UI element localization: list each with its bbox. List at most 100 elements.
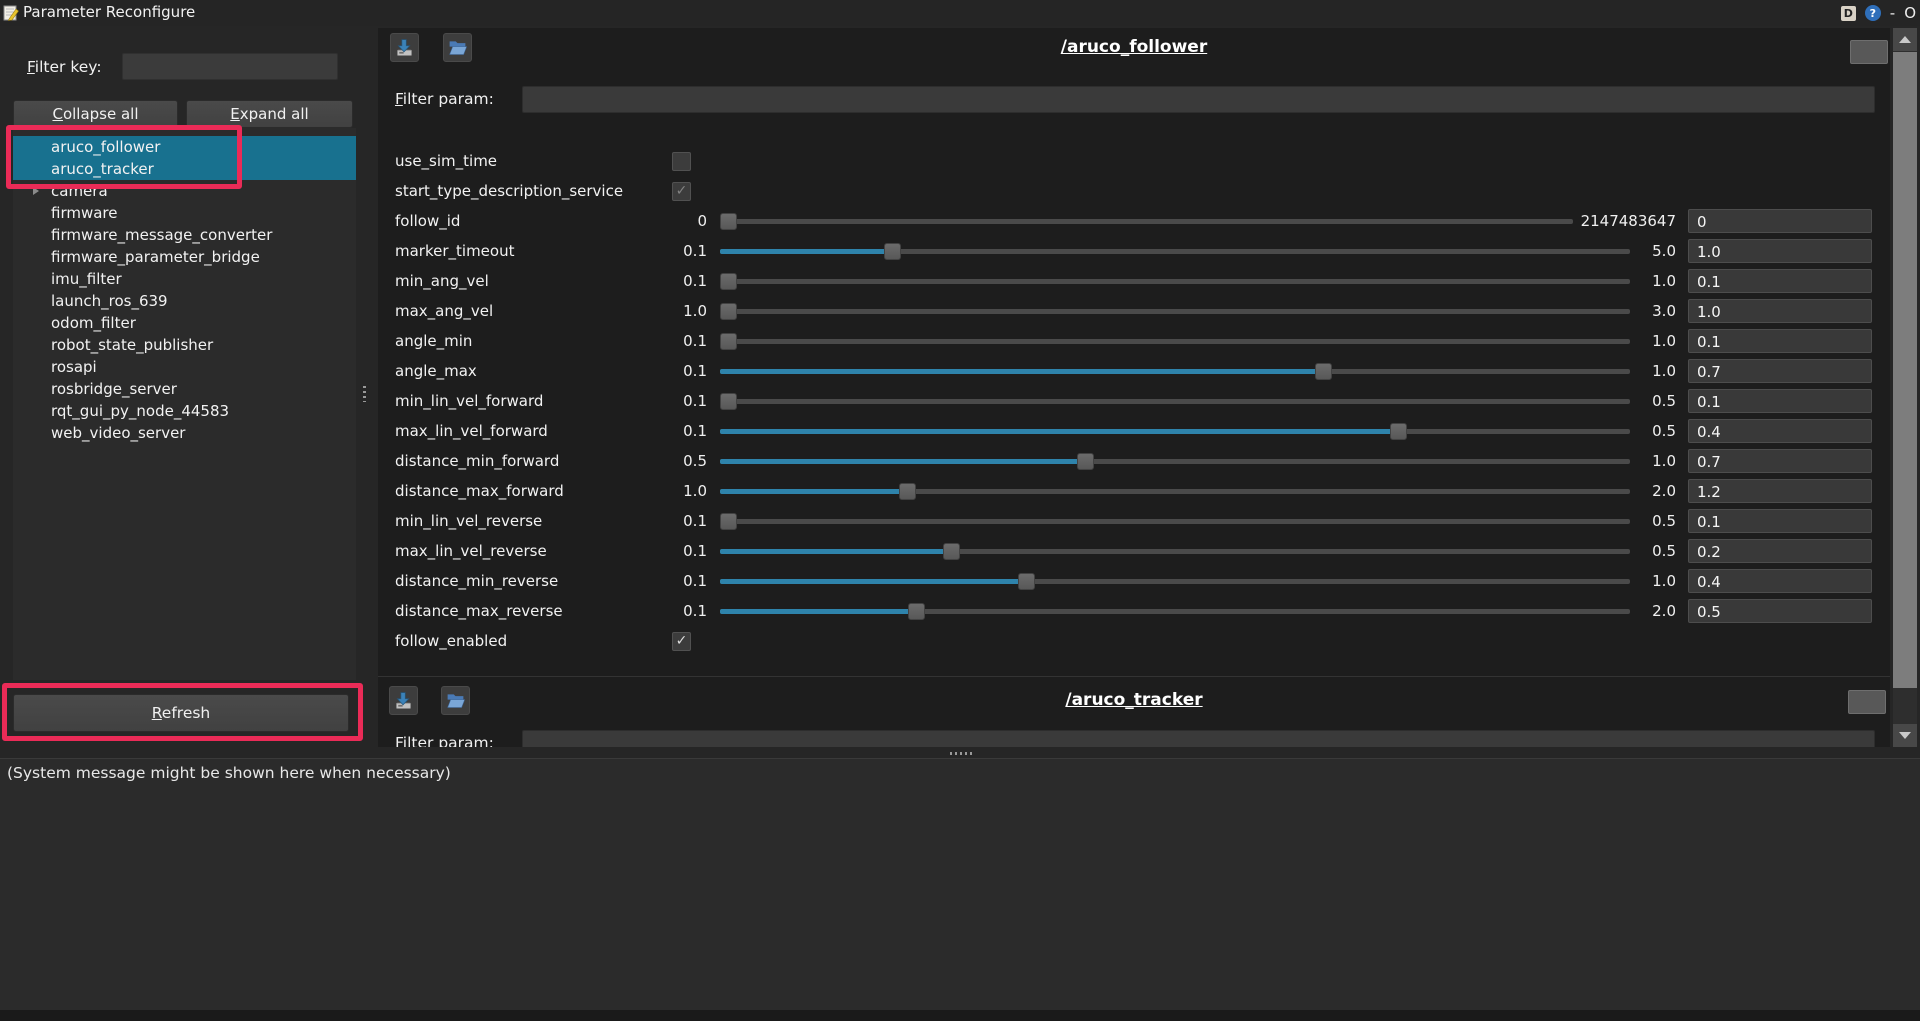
vertical-splitter-handle[interactable] — [363, 386, 366, 402]
param-slider-min_lin_vel_reverse[interactable] — [720, 512, 1630, 530]
param-value-input[interactable]: 0.2 — [1688, 539, 1872, 563]
param-value-input[interactable]: 0 — [1688, 209, 1872, 233]
tree-item-firmware_message_converter[interactable]: firmware_message_converter — [13, 224, 356, 246]
slider-track[interactable] — [720, 338, 1630, 344]
scroll-up-button[interactable] — [1893, 28, 1917, 51]
param-value-input[interactable]: 1.0 — [1688, 299, 1872, 323]
slider-track[interactable] — [720, 248, 1630, 254]
param-slider-max_lin_vel_forward[interactable] — [720, 422, 1630, 440]
slider-handle[interactable] — [1017, 572, 1035, 590]
tree-item-odom_filter[interactable]: odom_filter — [13, 312, 356, 334]
param-value-input[interactable]: 1.2 — [1688, 479, 1872, 503]
expand-arrow-icon[interactable] — [33, 187, 39, 195]
dock-icon[interactable]: D — [1840, 5, 1856, 21]
refresh-button[interactable]: Refresh — [13, 694, 349, 732]
save-params-button-tracker[interactable] — [389, 686, 418, 715]
slider-track[interactable] — [720, 518, 1630, 524]
param-slider-distance_min_reverse[interactable] — [720, 572, 1630, 590]
slider-track[interactable] — [720, 458, 1630, 464]
slider-handle[interactable] — [1315, 362, 1333, 380]
param-slider-angle_min[interactable] — [720, 332, 1630, 350]
group-title-aruco-follower[interactable]: /aruco_follower — [1060, 37, 1208, 57]
param-value-input[interactable]: 0.1 — [1688, 269, 1872, 293]
help-icon[interactable]: ? — [1864, 5, 1881, 21]
param-max-label: 1.0 — [1652, 272, 1676, 290]
slider-track[interactable] — [720, 548, 1630, 554]
slider-handle[interactable] — [720, 302, 737, 320]
tree-item-rosbridge_server[interactable]: rosbridge_server — [13, 378, 356, 400]
param-value-input[interactable]: 0.5 — [1688, 599, 1872, 623]
param-slider-max_ang_vel[interactable] — [720, 302, 1630, 320]
tree-item-rqt_gui_py_node_44583[interactable]: rqt_gui_py_node_44583 — [13, 400, 356, 422]
slider-track[interactable] — [720, 278, 1630, 284]
param-slider-max_lin_vel_reverse[interactable] — [720, 542, 1630, 560]
tree-item-aruco_tracker[interactable]: aruco_tracker — [13, 158, 356, 180]
horizontal-splitter-handle[interactable] — [950, 752, 972, 755]
tree-item-launch_ros_639[interactable]: launch_ros_639 — [13, 290, 356, 312]
save-params-button[interactable] — [390, 33, 419, 62]
slider-handle[interactable] — [898, 482, 916, 500]
tree-item-firmware[interactable]: firmware — [13, 202, 356, 224]
vertical-scrollbar[interactable] — [1893, 28, 1917, 747]
tree-item-firmware_parameter_bridge[interactable]: firmware_parameter_bridge — [13, 246, 356, 268]
param-slider-min_ang_vel[interactable] — [720, 272, 1630, 290]
param-value-input[interactable]: 1.0 — [1688, 239, 1872, 263]
param-name: max_lin_vel_reverse — [395, 542, 547, 560]
slider-handle[interactable] — [720, 332, 737, 350]
slider-handle[interactable] — [720, 272, 737, 290]
tree-item-aruco_follower[interactable]: aruco_follower — [13, 136, 356, 158]
tree-item-web_video_server[interactable]: web_video_server — [13, 422, 356, 444]
param-checkbox-use_sim_time[interactable] — [672, 151, 691, 171]
scrollbar-thumb[interactable] — [1893, 52, 1917, 688]
param-slider-follow_id[interactable] — [720, 212, 1573, 230]
tree-item-robot_state_publisher[interactable]: robot_state_publisher — [13, 334, 356, 356]
load-params-button[interactable] — [443, 33, 472, 62]
minimize-icon[interactable]: - — [1889, 4, 1896, 22]
load-params-button-tracker[interactable] — [441, 686, 470, 715]
param-value-input[interactable]: 0.4 — [1688, 569, 1872, 593]
param-slider-min_lin_vel_forward[interactable] — [720, 392, 1630, 410]
slider-track[interactable] — [720, 218, 1573, 224]
param-value-input[interactable]: 0.1 — [1688, 329, 1872, 353]
slider-handle[interactable] — [884, 242, 902, 260]
scroll-down-button[interactable] — [1893, 724, 1917, 747]
slider-track[interactable] — [720, 578, 1630, 584]
tree-item-rosapi[interactable]: rosapi — [13, 356, 356, 378]
slider-handle[interactable] — [720, 212, 737, 230]
param-slider-marker_timeout[interactable] — [720, 242, 1630, 260]
group-collapse-button[interactable] — [1850, 40, 1888, 64]
slider-track[interactable] — [720, 488, 1630, 494]
tree-item-camera[interactable]: camera — [13, 180, 356, 202]
slider-track[interactable] — [720, 308, 1630, 314]
param-value-input[interactable]: 0.4 — [1688, 419, 1872, 443]
param-slider-distance_max_forward[interactable] — [720, 482, 1630, 500]
param-slider-distance_min_forward[interactable] — [720, 452, 1630, 470]
group-collapse-button-tracker[interactable] — [1848, 690, 1886, 714]
slider-handle[interactable] — [1389, 422, 1407, 440]
slider-handle[interactable] — [720, 392, 737, 410]
slider-handle[interactable] — [943, 542, 961, 560]
param-value-input[interactable]: 0.1 — [1688, 509, 1872, 533]
slider-handle[interactable] — [720, 512, 737, 530]
param-slider-angle_max[interactable] — [720, 362, 1630, 380]
param-checkbox-start_type_description_service[interactable]: ✓ — [672, 181, 691, 201]
slider-track[interactable] — [720, 398, 1630, 404]
param-value-input[interactable]: 0.7 — [1688, 449, 1872, 473]
collapse-all-button[interactable]: Collapse all — [13, 100, 178, 128]
slider-handle[interactable] — [1077, 452, 1095, 470]
param-value-input[interactable]: 0.7 — [1688, 359, 1872, 383]
param-row-min_lin_vel_forward: min_lin_vel_forward 0.1 0.5 0.1 — [378, 386, 1890, 416]
filter-param-input-tracker[interactable] — [522, 730, 1875, 747]
group-title-aruco-tracker[interactable]: /aruco_tracker — [1065, 690, 1203, 710]
save-icon — [396, 692, 411, 709]
expand-all-button[interactable]: Expand all — [186, 100, 353, 128]
filter-param-input[interactable] — [522, 86, 1875, 113]
slider-track[interactable] — [720, 608, 1630, 614]
param-value-input[interactable]: 0.1 — [1688, 389, 1872, 413]
tree-item-imu_filter[interactable]: imu_filter — [13, 268, 356, 290]
filter-key-input[interactable] — [122, 53, 338, 80]
param-slider-distance_max_reverse[interactable] — [720, 602, 1630, 620]
slider-handle[interactable] — [908, 602, 925, 620]
param-checkbox-follow_enabled[interactable]: ✓ — [672, 631, 691, 651]
close-icon[interactable]: O — [1904, 4, 1916, 22]
